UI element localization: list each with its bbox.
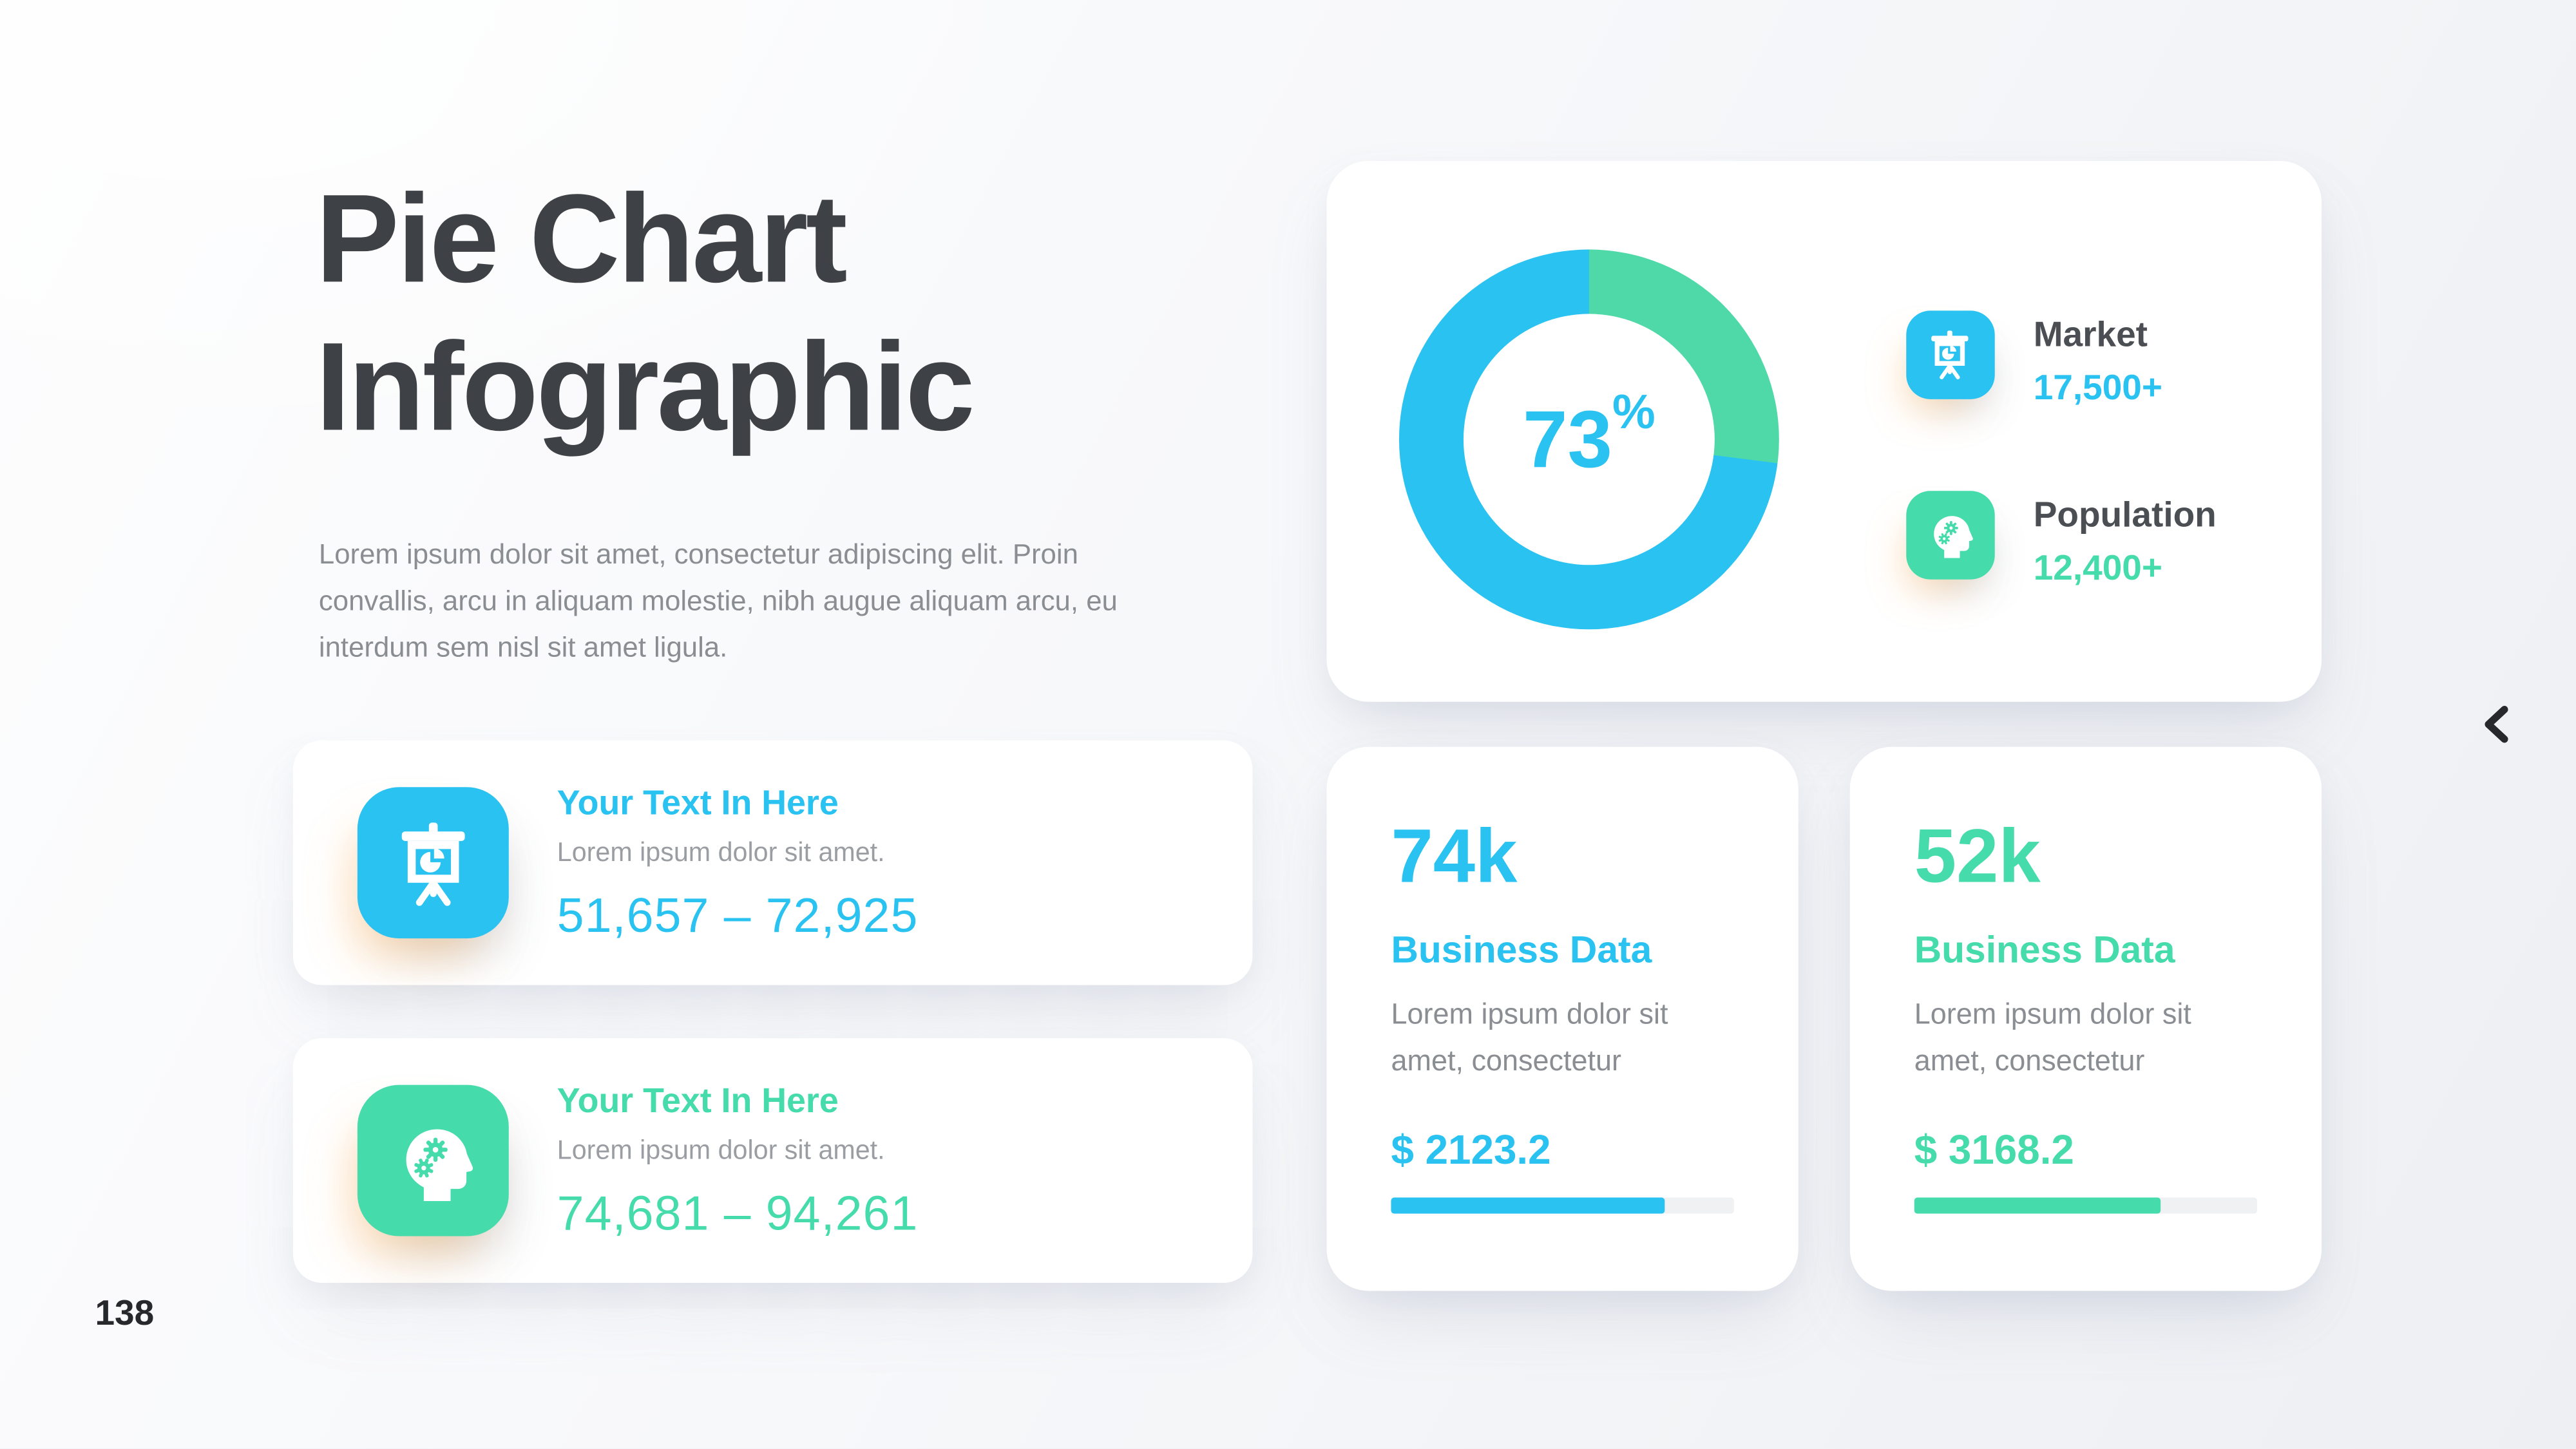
donut-chart: 73% <box>1398 249 1779 630</box>
stat-card-blue: 74k Business Data Lorem ipsum dolor sit … <box>1326 746 1798 1291</box>
progress-fill <box>1391 1197 1666 1213</box>
info-card-subtitle: Lorem ipsum dolor sit amet. <box>557 1136 885 1166</box>
donut-value: 73 <box>1523 394 1613 485</box>
legend-text: Market 17,500+ <box>2034 310 2162 408</box>
page-title-line1: Pie Chart <box>315 167 848 309</box>
progress-fill <box>1914 1197 2162 1213</box>
stat-description: Lorem ipsum dolor sit amet, consectetur <box>1391 998 1668 1077</box>
page-description: Lorem ipsum dolor sit amet, consectetur … <box>318 537 1118 663</box>
donut-percent-sign: % <box>1612 386 1655 440</box>
page-number: 138 <box>95 1292 155 1333</box>
info-card-range: 74,681 – 94,261 <box>557 1188 919 1242</box>
info-card-title: Your Text In Here <box>557 784 839 823</box>
stat-value: 74k <box>1391 813 1518 898</box>
head-gears-glyph <box>406 1129 473 1201</box>
stat-value: 52k <box>1914 813 2041 898</box>
donut-center-label: 73% <box>1399 249 1779 629</box>
stat-description: Lorem ipsum dolor sit amet, consectetur <box>1914 998 2191 1077</box>
legend-value: 12,400+ <box>2033 547 2163 588</box>
progress-track <box>1914 1197 2258 1213</box>
stat-amount: $ 3168.2 <box>1914 1128 2074 1174</box>
stat-title: Business Data <box>1914 929 2175 971</box>
info-card-subtitle: Lorem ipsum dolor sit amet. <box>557 838 885 868</box>
legend-item-market: Market 17,500+ <box>1906 310 2217 408</box>
info-card-title: Your Text In Here <box>557 1081 839 1121</box>
presentation-chart-icon <box>1906 310 1995 399</box>
legend-value: 17,500+ <box>2033 366 2163 408</box>
stat-title: Business Data <box>1391 929 1652 971</box>
chevron-left-icon <box>2485 706 2508 743</box>
prev-slide-button[interactable] <box>2460 686 2537 763</box>
page-title: Pie Chart Infographic <box>315 164 975 460</box>
stat-amount: $ 2123.2 <box>1391 1128 1551 1174</box>
legend-text: Population 12,400+ <box>2034 491 2217 589</box>
info-card-green: Your Text In Here Lorem ipsum dolor sit … <box>292 1038 1253 1283</box>
head-gears-icon <box>357 1084 509 1236</box>
head-gears-icon <box>1906 491 1995 580</box>
legend-label: Market <box>2033 314 2148 354</box>
presentation-chart-glyph <box>1932 331 1969 381</box>
legend-item-population: Population 12,400+ <box>1906 491 2217 589</box>
info-card-text: Your Text In Here Lorem ipsum dolor sit … <box>557 781 919 945</box>
info-card-range: 51,657 – 72,925 <box>557 890 919 943</box>
info-card-text: Your Text In Here Lorem ipsum dolor sit … <box>557 1079 919 1243</box>
page-title-line2: Infographic <box>315 315 975 457</box>
info-card-blue: Your Text In Here Lorem ipsum dolor sit … <box>292 740 1253 985</box>
stat-card-green: 52k Business Data Lorem ipsum dolor sit … <box>1849 746 2322 1291</box>
presentation-chart-glyph <box>401 822 465 906</box>
legend-label: Population <box>2033 494 2217 535</box>
presentation-chart-icon <box>357 787 509 939</box>
progress-track <box>1391 1197 1734 1213</box>
donut-chart-card: 73% <box>1326 160 2322 702</box>
head-gears-glyph <box>1934 516 1974 559</box>
chart-legend: Market 17,500+ <box>1906 310 2217 589</box>
